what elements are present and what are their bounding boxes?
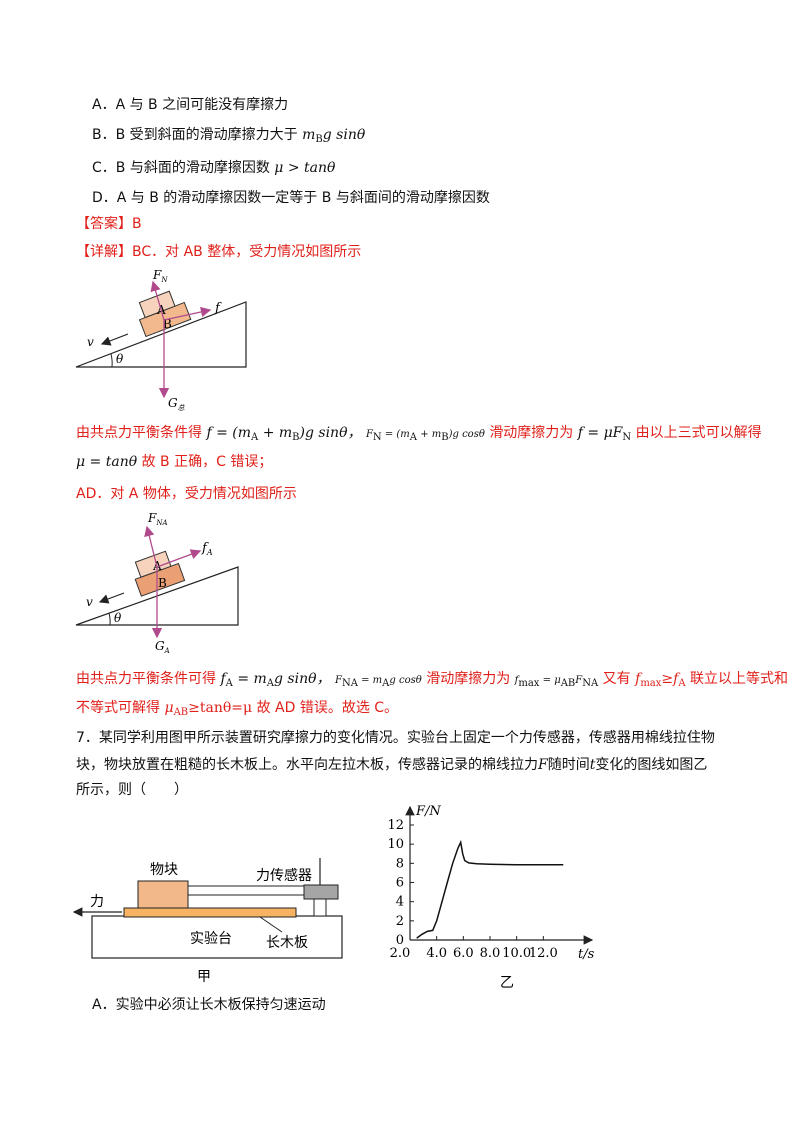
- x-tick-label: 4.0: [426, 946, 447, 961]
- block-label: 物块: [150, 862, 178, 878]
- q7-line-1: 7．某同学利用图甲所示装置研究摩擦力的变化情况。实验台上固定一个力传感器，传感器…: [76, 730, 715, 746]
- f-arrow: [163, 306, 212, 321]
- fna-label: FNA: [147, 511, 168, 527]
- block-a-2: [134, 550, 172, 578]
- y-tick-label: 8: [396, 856, 404, 871]
- x-tick-label: 2.0: [390, 946, 411, 961]
- x-tick-label: 10.0: [502, 946, 531, 961]
- label-b-2: B: [158, 576, 167, 590]
- v-label: v: [87, 335, 94, 349]
- q7-option-a: A．实验中必须让长木板保持匀速运动: [92, 997, 326, 1013]
- x-tick-label: 12.0: [529, 946, 558, 961]
- g-label: G总: [168, 396, 185, 412]
- caption-yi: 乙: [500, 975, 514, 991]
- ga-label: GA: [155, 639, 170, 655]
- y-tick-label: 10: [387, 837, 404, 852]
- answer-label: 【答案】B: [76, 216, 142, 232]
- option-c-text: C．B 与斜面的滑动摩擦因数: [92, 160, 270, 176]
- y-tick-label: 2: [396, 914, 404, 929]
- y-axis-label: F/N: [415, 804, 441, 819]
- incline-figure-a: θ A B FNA fA GA v: [75, 511, 239, 655]
- y-tick-label: 12: [387, 818, 404, 833]
- detail-ad: AD．对 A 物体，受力情况如图所示: [76, 486, 297, 502]
- equation-line-2b: 不等式可解得 μAB≥tanθ=μ 故 AD 错误。故选 C。: [76, 700, 399, 718]
- option-c: C．B 与斜面的滑动摩擦因数 μ > tanθ: [92, 158, 335, 178]
- y-tick-label: 6: [396, 876, 404, 891]
- fa-arrow: [156, 549, 202, 568]
- option-b: B．B 受到斜面的滑动摩擦力大于 mBg sinθ: [92, 125, 365, 150]
- theta-label: θ: [116, 352, 124, 366]
- equation-line-1b: μ = tanθ 故 B 正确，C 错误；: [76, 454, 273, 470]
- sensor-stand: [313, 898, 327, 917]
- x-axis-label: t/s: [578, 947, 595, 962]
- option-c-math: μ > tanθ: [274, 160, 336, 176]
- caption-jia: 甲: [197, 969, 211, 985]
- block-a: [138, 290, 176, 319]
- detail-bc: 【详解】BC．对 AB 整体，受力情况如图所示: [76, 244, 362, 260]
- v-label-2: v: [86, 595, 93, 609]
- force-curve: [416, 839, 564, 939]
- long-board: [123, 907, 297, 918]
- v-arrow: [100, 333, 129, 346]
- block: [137, 880, 189, 909]
- q7-line-2: 块，物块放置在粗糙的长木板上。水平向左拉木板，传感器记录的棉线拉力F随时间t变化…: [76, 757, 708, 773]
- x-tick-label: 6.0: [453, 946, 474, 961]
- apparatus-figure: 力 物块 力传感器 长木板 实验台 甲: [72, 858, 343, 985]
- fn-label: FN: [152, 268, 168, 284]
- option-b-math: mBg sinθ: [302, 127, 366, 145]
- y-tick-label: 0: [396, 933, 404, 948]
- f-label: f: [214, 301, 222, 316]
- y-tick-label: 4: [396, 895, 404, 910]
- option-b-text: B．B 受到斜面的滑动摩擦力大于: [92, 127, 298, 143]
- force-time-chart: F/N t/s 0 2 4 6 8 10 12 2.0 4.0 6.0 8.0 10.012.0 乙: [387, 804, 595, 991]
- x-tick-label: 8.0: [480, 946, 501, 961]
- equation-line-1: 由共点力平衡条件得 f = (mA + mB)g sinθ， FN = (mA …: [76, 425, 762, 443]
- incline-figure-ab: θ A B FN f G总 v: [75, 268, 247, 412]
- table-label: 实验台: [190, 931, 232, 947]
- sensor-label: 力传感器: [256, 867, 312, 884]
- v-arrow-2: [98, 592, 125, 604]
- theta-label-2: θ: [114, 611, 122, 625]
- fna-arrow: [144, 525, 158, 568]
- force-label: 力: [90, 894, 104, 910]
- q7-line-3: 所示，则（ ）: [76, 782, 188, 798]
- fa-label: fA: [201, 541, 213, 557]
- board-label: 长木板: [266, 935, 308, 951]
- label-b: B: [163, 317, 172, 331]
- lab-table: [91, 915, 343, 959]
- force-sensor: [303, 884, 339, 900]
- option-d: D．A 与 B 的滑动摩擦因数一定等于 B 与斜面间的滑动摩擦因数: [92, 190, 490, 206]
- option-a: A．A 与 B 之间可能没有摩擦力: [92, 97, 289, 113]
- incline-triangle: [75, 301, 247, 368]
- equation-line-2: 由共点力平衡条件可得 fA = mAg sinθ， FNA = mAg cosθ…: [76, 671, 789, 689]
- fn-arrow: [150, 280, 165, 321]
